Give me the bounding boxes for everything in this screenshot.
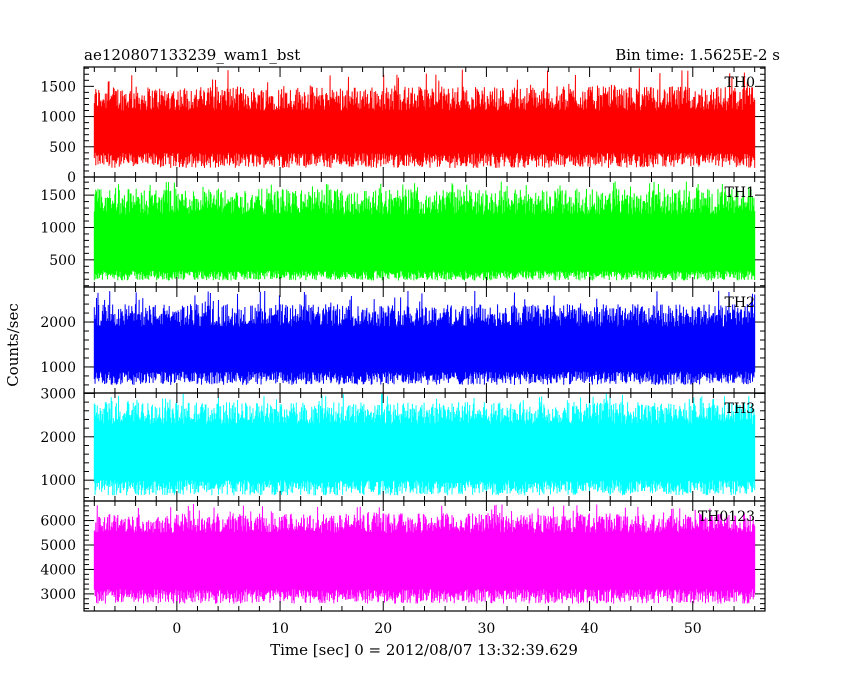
y-tick-label: 1500: [40, 188, 76, 204]
y-tick-label: 1000: [40, 473, 76, 489]
panel-label-th0123: TH0123: [698, 509, 755, 525]
panel-th0123: 3000 4000 5000 6000 TH0123: [40, 500, 766, 612]
y-tick-label: 3000: [40, 587, 76, 603]
y-tick-label: 0: [67, 170, 76, 186]
y-tick-label: 5000: [40, 538, 76, 554]
series-line-th1: [93, 181, 756, 281]
y-axis-label: Counts/sec: [4, 303, 22, 387]
panel-label-th1: TH1: [725, 185, 755, 201]
x-tick-label: 20: [374, 621, 392, 637]
x-tick-label: 10: [271, 621, 289, 637]
x-tick-label: 40: [581, 621, 599, 637]
bin-time-label: Bin time: 1.5625E-2 s: [615, 46, 780, 64]
series-line-th0: [93, 68, 756, 168]
y-tick-label: 3000: [40, 386, 76, 402]
x-tick-label: 50: [684, 621, 702, 637]
y-tick-label: 1500: [40, 79, 76, 95]
y-tick-label: 4000: [40, 562, 76, 578]
panel-th0: 0 500 1000 1500 TH0: [40, 66, 766, 186]
panels-group: 0 500 1000 1500 TH0 500 1000 1500 TH1 1000 2000 TH2…: [40, 66, 766, 612]
panel-label-th0: TH0: [725, 75, 755, 91]
y-tick-label: 6000: [40, 514, 76, 530]
x-axis-label: Time [sec] 0 = 2012/08/07 13:32:39.629: [270, 641, 578, 659]
x-tick-label: 30: [477, 621, 495, 637]
panel-label-th2: TH2: [725, 295, 755, 311]
panel-th2: 1000 2000 TH2: [40, 286, 766, 394]
series-line-th2: [93, 290, 756, 385]
series-line-th0123: [93, 504, 756, 604]
panel-label-th3: TH3: [725, 401, 755, 417]
panel-th1: 500 1000 1500 TH1: [40, 176, 766, 288]
y-tick-label: 500: [49, 140, 76, 156]
chart-title: ae120807133239_wam1_bst: [84, 46, 300, 64]
series-line-th3: [93, 393, 756, 496]
panel-th3: 1000 2000 3000 TH3: [40, 386, 766, 502]
y-tick-label: 2000: [40, 315, 76, 331]
x-tick-labels: 0 10 20 30 40 50: [172, 621, 701, 637]
x-tick-label: 0: [172, 621, 181, 637]
y-tick-label: 1000: [40, 360, 76, 376]
y-tick-label: 1000: [40, 110, 76, 126]
y-tick-label: 500: [49, 253, 76, 269]
y-tick-label: 1000: [40, 220, 76, 236]
y-tick-label: 2000: [40, 430, 76, 446]
